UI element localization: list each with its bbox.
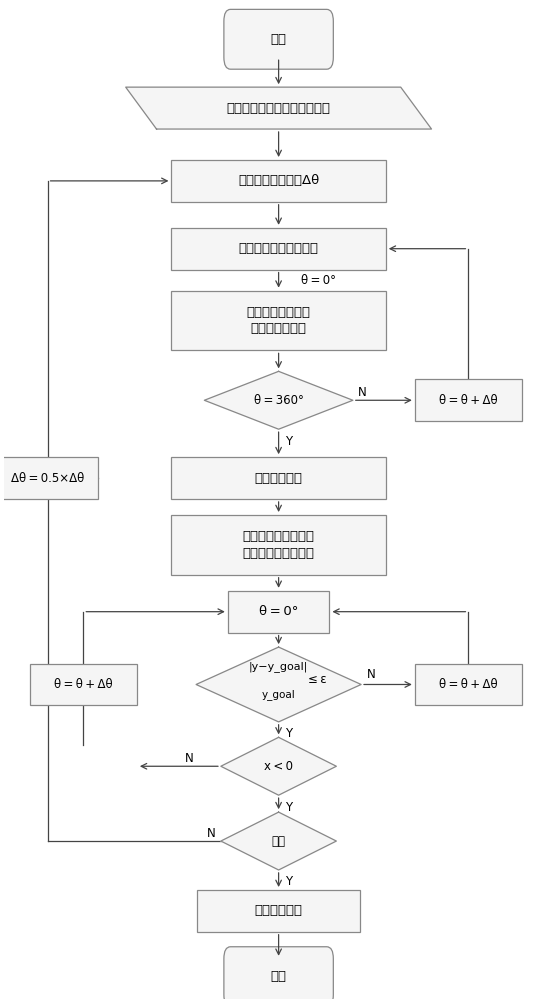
Polygon shape — [204, 371, 353, 429]
Text: |y−y_goal|: |y−y_goal| — [249, 661, 308, 672]
Bar — [415, 379, 522, 421]
Bar — [198, 890, 360, 932]
Bar — [0, 457, 98, 499]
Text: 输入飞剪机四连杆机构各参数: 输入飞剪机四连杆机构各参数 — [226, 102, 331, 115]
Text: 存储空间轨迹: 存储空间轨迹 — [255, 472, 302, 485]
Polygon shape — [221, 737, 336, 795]
Bar — [171, 228, 386, 270]
Bar — [415, 664, 522, 705]
Polygon shape — [196, 647, 361, 722]
Bar — [171, 160, 386, 202]
Text: θ = θ + Δθ: θ = θ + Δθ — [439, 394, 498, 407]
Text: 开始遍历空间轨迹数
组，求解初始停位角: 开始遍历空间轨迹数 组，求解初始停位角 — [243, 530, 315, 560]
Text: x < 0: x < 0 — [264, 760, 293, 773]
Text: Y: Y — [285, 435, 292, 448]
Text: Y: Y — [285, 801, 292, 814]
FancyBboxPatch shape — [224, 947, 334, 1000]
Bar — [171, 457, 386, 499]
Text: 输出计算结果: 输出计算结果 — [255, 904, 302, 917]
Text: θ = θ + Δθ: θ = θ + Δθ — [54, 678, 113, 691]
Text: N: N — [367, 668, 375, 681]
Bar — [171, 515, 386, 575]
Bar — [30, 664, 137, 705]
Text: 利用轨迹方程求解
对应角度的轨迹: 利用轨迹方程求解 对应角度的轨迹 — [246, 306, 311, 336]
Text: θ = 360°: θ = 360° — [254, 394, 304, 407]
Text: θ = 0°: θ = 0° — [301, 274, 336, 287]
Text: Y: Y — [285, 875, 292, 888]
Text: 结束: 结束 — [271, 970, 286, 983]
Bar — [171, 291, 386, 350]
Text: Y: Y — [285, 727, 292, 740]
Text: Δθ = 0.5×Δθ: Δθ = 0.5×Δθ — [11, 472, 84, 485]
Text: N: N — [206, 827, 215, 840]
Text: N: N — [359, 386, 367, 399]
Text: ≤ ε: ≤ ε — [308, 673, 326, 686]
Polygon shape — [125, 87, 431, 129]
Text: N: N — [185, 752, 194, 765]
Text: θ = θ + Δθ: θ = θ + Δθ — [439, 678, 498, 691]
Text: 收敛: 收敛 — [271, 835, 286, 848]
Bar — [228, 591, 330, 633]
Text: y_goal: y_goal — [262, 689, 295, 700]
Text: 开始求解剪刀空间轨迹: 开始求解剪刀空间轨迹 — [239, 242, 319, 255]
Text: 给定预选角度步长Δθ: 给定预选角度步长Δθ — [238, 174, 319, 187]
Polygon shape — [221, 812, 336, 870]
FancyBboxPatch shape — [224, 9, 334, 69]
Text: 开始: 开始 — [271, 33, 286, 46]
Text: θ = 0°: θ = 0° — [259, 605, 298, 618]
